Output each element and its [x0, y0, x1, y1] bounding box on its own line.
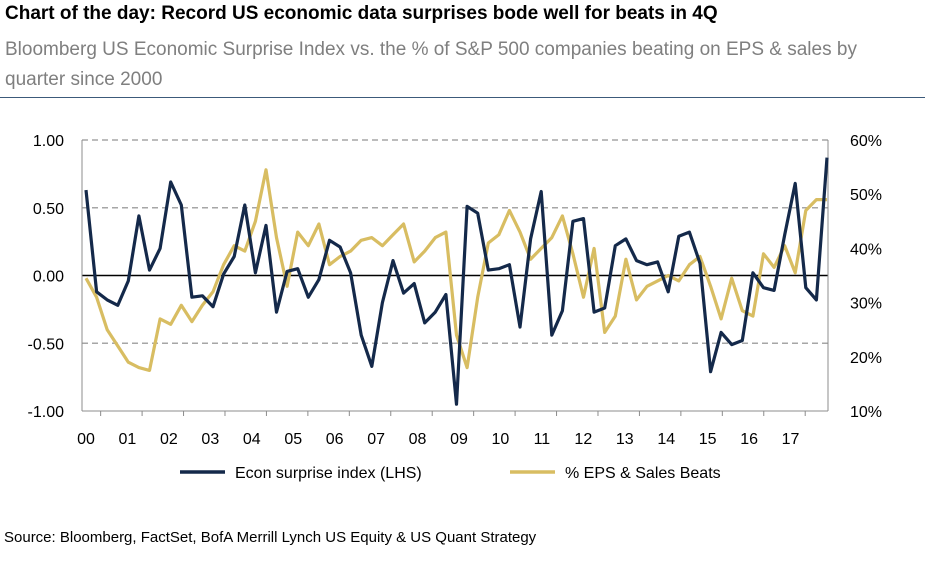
- x-tick-label: 17: [782, 431, 800, 448]
- right-tick-label: 50%: [850, 187, 882, 204]
- x-tick-label: 03: [201, 431, 219, 448]
- right-tick-label: 40%: [850, 241, 882, 258]
- x-tick-label: 08: [409, 431, 427, 448]
- axes: [81, 140, 829, 416]
- x-tick-label: 11: [534, 431, 551, 448]
- x-tick-label: 06: [326, 431, 344, 448]
- legend-label-surprise: Econ surprise index (LHS): [235, 465, 422, 482]
- x-tick-label: 00: [77, 431, 95, 448]
- right-tick-label: 10%: [850, 404, 882, 421]
- right-tick-label: 60%: [850, 133, 882, 150]
- source-note: Source: Bloomberg, FactSet, BofA Merrill…: [4, 529, 537, 546]
- x-tick-label: 01: [119, 431, 137, 448]
- x-tick-label: 07: [367, 431, 385, 448]
- left-tick-label: 1.00: [33, 133, 64, 150]
- left-tick-label: -0.50: [28, 336, 65, 353]
- x-tick-label: 12: [574, 431, 592, 448]
- left-tick-label: 0.00: [33, 269, 64, 286]
- title-divider: [0, 97, 925, 98]
- legend-label-beats: % EPS & Sales Beats: [565, 465, 721, 482]
- right-tick-label: 30%: [850, 296, 882, 313]
- x-tick-label: 16: [740, 431, 758, 448]
- x-tick-label: 10: [492, 431, 510, 448]
- series-lines: [84, 157, 829, 406]
- legend: Econ surprise index (LHS) % EPS & Sales …: [180, 465, 721, 482]
- left-tick-label: 0.50: [33, 201, 64, 218]
- right-tick-label: 20%: [850, 350, 882, 367]
- chart-subtitle: Bloomberg US Economic Surprise Index vs.…: [5, 39, 857, 90]
- x-tick-label: 04: [243, 431, 261, 448]
- x-tick-label: 14: [657, 431, 675, 448]
- tick-labels: 1.00 0.50 0.00 -0.50 -1.00 60% 50% 40% 30% 20% 10%…: [28, 133, 883, 448]
- chart-title: Chart of the day: Record US economic dat…: [5, 3, 718, 24]
- x-tick-label: 09: [450, 431, 468, 448]
- series-line-econ-surprise: [84, 157, 829, 406]
- left-tick-label: -1.00: [28, 404, 65, 421]
- series-line-eps-sales-beats: [84, 168, 827, 372]
- x-tick-label: 13: [616, 431, 634, 448]
- gridlines: [82, 139, 828, 344]
- x-tick-label: 05: [284, 431, 302, 448]
- x-tick-label: 02: [160, 431, 178, 448]
- x-tick-label: 15: [699, 431, 717, 448]
